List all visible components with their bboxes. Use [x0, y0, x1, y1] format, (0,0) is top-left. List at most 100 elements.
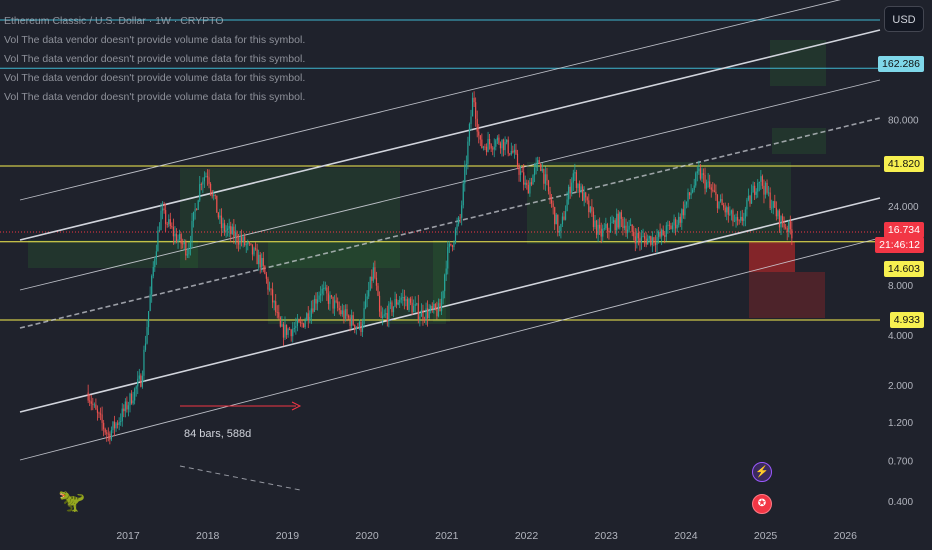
candle [512, 151, 514, 153]
candle [330, 295, 333, 297]
y-tick-label: 0.400 [888, 497, 913, 508]
candle [690, 192, 692, 196]
candle [529, 182, 531, 194]
currency-button[interactable]: USD [884, 6, 924, 32]
candle [165, 210, 167, 224]
candle-layer [87, 91, 793, 445]
candle [589, 206, 591, 213]
lightning-icon[interactable]: ⚡ [752, 462, 772, 482]
candle [413, 306, 415, 313]
candle [129, 393, 131, 406]
candle [538, 160, 540, 164]
candle [132, 400, 134, 404]
candle [189, 242, 192, 249]
vol-line: Vol The data vendor doesn't provide volu… [4, 72, 306, 84]
candle [206, 176, 209, 178]
candle [780, 216, 782, 228]
candle [278, 312, 280, 318]
candle [388, 303, 390, 321]
candle [492, 148, 494, 150]
candle [137, 378, 139, 387]
candle [533, 167, 536, 176]
candle [287, 328, 289, 335]
candle [163, 208, 165, 211]
candle [566, 199, 568, 212]
candle [259, 254, 261, 268]
price-tag-current: 16.734 [883, 222, 924, 238]
candle [544, 174, 546, 184]
candle [261, 258, 263, 268]
x-tick-label: 2026 [834, 530, 858, 542]
candle [409, 298, 412, 303]
candle [496, 137, 498, 141]
candle [741, 216, 743, 221]
candle [561, 216, 564, 225]
x-tick-label: 2022 [515, 530, 539, 542]
symbol-title[interactable]: Ethereum Classic / U.S. Dollar · 1W · CR… [4, 15, 224, 27]
candle [580, 186, 582, 193]
candle [244, 236, 246, 246]
candle [334, 300, 336, 309]
candle [103, 422, 105, 429]
candle [564, 211, 567, 220]
candle [166, 223, 168, 225]
candle [231, 226, 233, 235]
candle [493, 146, 495, 150]
candle [101, 414, 103, 423]
candle [326, 287, 328, 294]
candle [642, 236, 644, 238]
candle [268, 288, 271, 290]
candle [622, 218, 624, 229]
candle [200, 184, 202, 185]
candle [324, 287, 326, 289]
candle [606, 224, 608, 231]
candle [352, 315, 354, 325]
candle [501, 139, 503, 149]
candle [662, 229, 664, 236]
candle [481, 139, 483, 148]
candle [510, 151, 512, 155]
candle [123, 408, 125, 412]
candle [222, 223, 224, 229]
candle [369, 276, 371, 291]
candle [563, 216, 565, 220]
candle [439, 303, 441, 312]
channel-line [19, 197, 881, 413]
price-tag-upper: 41.820 [883, 156, 924, 172]
candle [558, 231, 560, 233]
candle [95, 404, 97, 410]
dinosaur-logo-icon[interactable]: 🦖 [58, 488, 86, 513]
candle [706, 182, 708, 189]
candle [470, 116, 472, 125]
candle [786, 228, 788, 232]
candle [141, 375, 143, 387]
candle [509, 153, 511, 155]
candle [769, 192, 771, 209]
candle [386, 313, 388, 321]
candle [789, 221, 791, 230]
candle [179, 233, 181, 240]
candle [219, 215, 221, 218]
candle [148, 311, 150, 328]
y-tick-label: 4.000 [888, 331, 913, 342]
candle [616, 213, 618, 231]
candle [254, 248, 257, 250]
candle [335, 300, 337, 302]
candle [433, 304, 435, 309]
candle [495, 140, 497, 147]
candle [425, 308, 427, 320]
candle [366, 296, 368, 300]
candle [489, 138, 491, 145]
candle [682, 209, 684, 216]
us-flag-icon[interactable]: ✪ [752, 494, 772, 514]
candle [592, 211, 595, 228]
candle [371, 276, 373, 281]
candle [719, 198, 722, 202]
candle [760, 176, 762, 182]
candle [442, 291, 444, 299]
candle [256, 249, 258, 265]
candle [591, 206, 593, 212]
candle [126, 401, 128, 410]
candle [358, 321, 360, 328]
